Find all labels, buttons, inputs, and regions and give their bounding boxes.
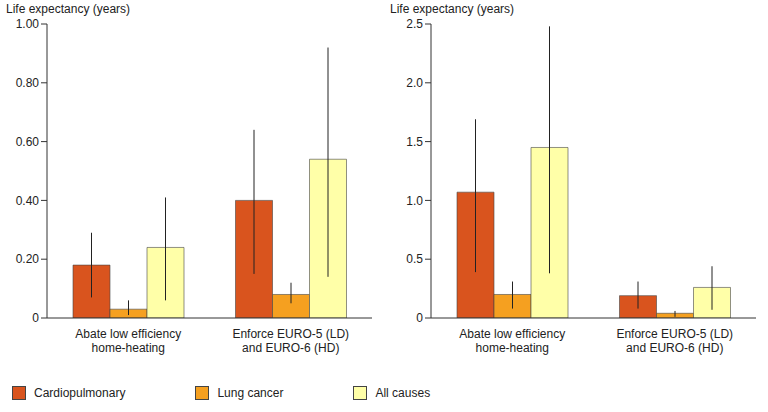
html-text:Lung cancer: Lung cancer xyxy=(217,386,284,400)
svg-text:0.20: 0.20 xyxy=(16,252,40,266)
svg-text:1.0: 1.0 xyxy=(406,194,423,208)
html-text:Life expectancy (years): Life expectancy (years) xyxy=(390,2,515,16)
html-text:All causes: All causes xyxy=(375,386,431,400)
svg-text:0: 0 xyxy=(32,311,39,325)
svg-text:0: 0 xyxy=(416,311,423,325)
html-text:Cardiopulmonary: Cardiopulmonary xyxy=(34,386,126,400)
html-text:Life expectancy (years): Life expectancy (years) xyxy=(6,2,131,16)
svg-text:0.40: 0.40 xyxy=(16,194,40,208)
svg-text:and EURO-6 (HD): and EURO-6 (HD) xyxy=(242,341,339,355)
svg-text:0.80: 0.80 xyxy=(16,76,40,90)
svg-text:Enforce EURO-5 (LD): Enforce EURO-5 (LD) xyxy=(232,327,349,341)
svg-text:Abate low efficiency: Abate low efficiency xyxy=(459,327,565,341)
svg-text:1.00: 1.00 xyxy=(16,17,40,31)
svg-text:home-heating: home-heating xyxy=(92,341,165,355)
svg-text:0.5: 0.5 xyxy=(406,252,423,266)
svg-text:Enforce EURO-5 (LD): Enforce EURO-5 (LD) xyxy=(616,327,733,341)
svg-text:and EURO-6 (HD): and EURO-6 (HD) xyxy=(626,341,723,355)
svg-text:Abate low efficiency: Abate low efficiency xyxy=(75,327,181,341)
svg-text:0.60: 0.60 xyxy=(16,135,40,149)
svg-text:1.5: 1.5 xyxy=(406,135,423,149)
svg-text:home-heating: home-heating xyxy=(476,341,549,355)
svg-text:2.0: 2.0 xyxy=(406,76,423,90)
svg-text:2.5: 2.5 xyxy=(406,17,423,31)
